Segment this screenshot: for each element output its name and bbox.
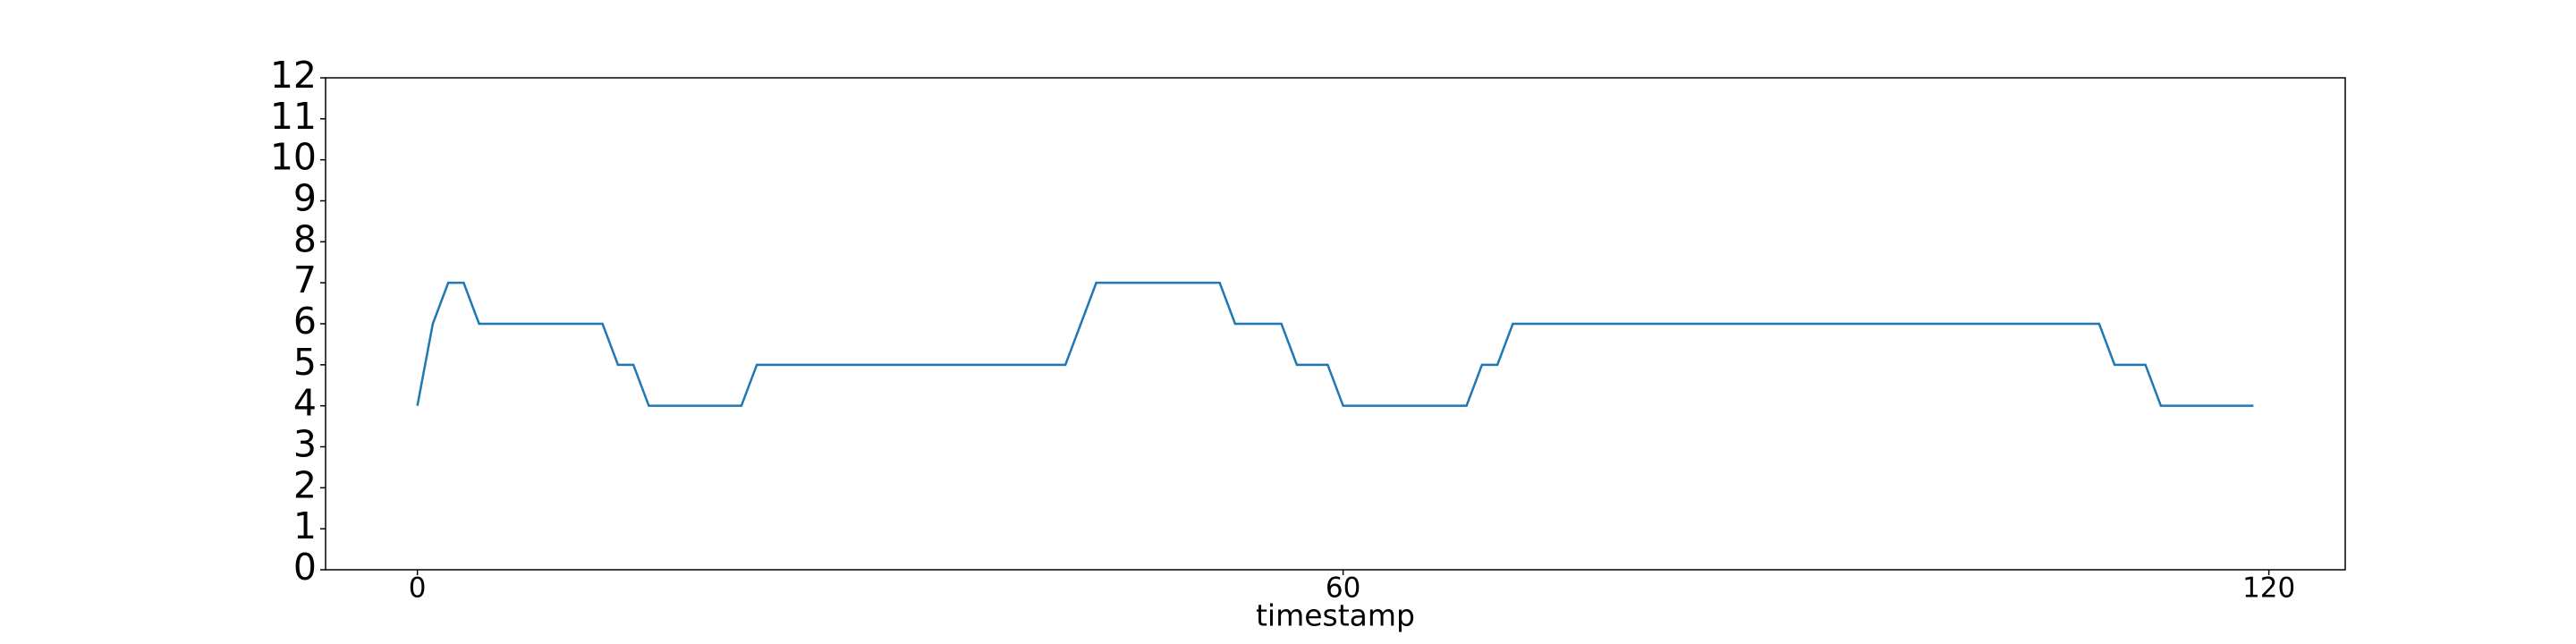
x-tick-label: 0: [409, 572, 427, 605]
y-tick-label: 12: [270, 54, 317, 97]
y-tick-label: 3: [293, 423, 317, 466]
y-tick-label: 9: [293, 177, 317, 220]
y-tick-label: 8: [293, 217, 317, 260]
line-series: [416, 281, 2254, 407]
x-tick-label: 120: [2242, 572, 2295, 605]
y-tick-label: 6: [293, 300, 317, 343]
y-tick-label: 7: [293, 258, 317, 301]
x-axis-label: timestamp: [1256, 598, 1415, 633]
y-tick-label: 1: [293, 504, 317, 547]
y-tick-label: 11: [270, 95, 317, 138]
y-tick-label: 10: [270, 136, 317, 179]
y-tick-label: 4: [293, 382, 317, 425]
y-tick-label: 5: [293, 341, 317, 384]
y-tick-label: 0: [293, 546, 317, 589]
y-tick-label: 2: [293, 463, 317, 506]
plot-frame: [325, 77, 2346, 571]
x-tick-label: 60: [1326, 572, 1360, 605]
